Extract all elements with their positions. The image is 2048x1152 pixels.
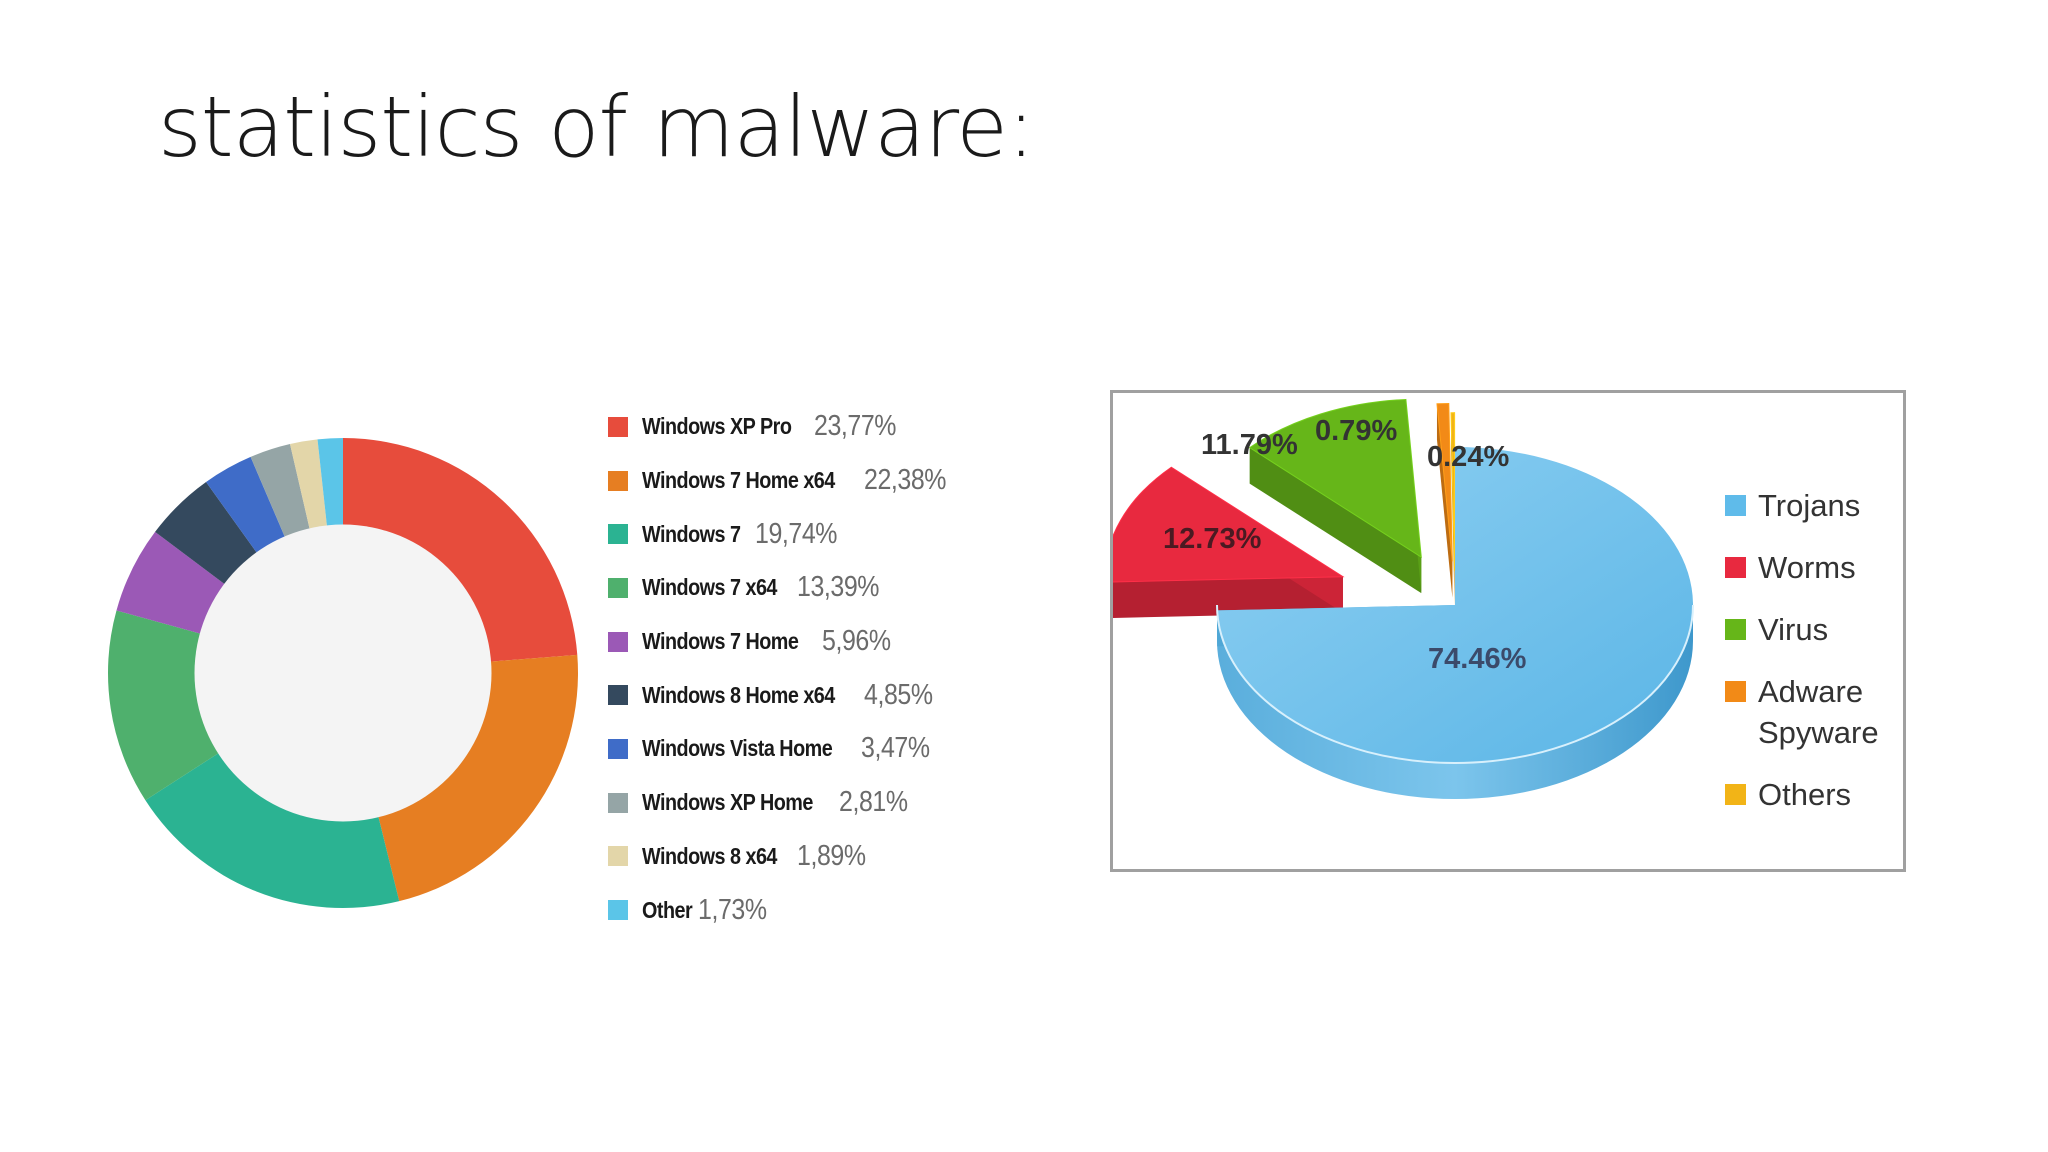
data-label-others: 0.24%	[1427, 441, 1510, 473]
legend-item: Windows 8 x64 1,89%	[608, 830, 960, 884]
donut-slice-windows-7	[145, 753, 400, 908]
legend-value: 19,74%	[754, 517, 837, 550]
legend-item: Windows XP Pro 23,77%	[608, 400, 960, 454]
legend-swatch	[1725, 619, 1746, 640]
legend-label: Other	[642, 896, 693, 923]
legend-label: Windows 7	[642, 520, 741, 547]
legend-item: Windows XP Home 2,81%	[608, 776, 960, 830]
legend-value: 23,77%	[813, 410, 896, 443]
donut-slice-windows-7-home-x64	[378, 654, 578, 902]
legend-swatch	[608, 900, 628, 921]
legend-label: Adware Spyware	[1758, 674, 1879, 750]
malware-legend: Trojans Worms Virus Adware Spyware Other…	[1725, 485, 1879, 836]
legend-swatch	[608, 792, 628, 813]
data-label-adware-spyware: 0.79%	[1315, 415, 1398, 447]
slide-title: statistics of malware:	[158, 78, 1035, 176]
donut-slice-windows-8-home-x64	[155, 482, 257, 585]
legend-label: Windows Vista Home	[642, 735, 833, 762]
legend-label: Windows 8 x64	[642, 842, 777, 869]
data-label-virus: 11.79%	[1201, 429, 1298, 461]
pie-slice-adware-spyware	[1436, 402, 1453, 598]
legend-swatch	[1725, 784, 1746, 805]
legend-label: Windows XP Home	[642, 789, 813, 816]
donut-slice-windows-7-home	[116, 531, 225, 634]
legend-value: 1,73%	[698, 893, 767, 926]
donut-slice-windows-8-x64	[290, 439, 327, 529]
legend-label: Trojans	[1758, 488, 1861, 523]
pie-slice-worms	[1113, 466, 1345, 618]
donut-hole	[194, 524, 492, 822]
legend-label: Windows 7 Home x64	[642, 467, 835, 494]
legend-swatch	[1725, 495, 1746, 516]
legend-item: Windows 8 Home x64 4,85%	[608, 668, 960, 722]
legend-value: 4,85%	[864, 678, 933, 711]
legend-item: Trojans	[1725, 485, 1879, 526]
pie-slice-others	[1450, 412, 1456, 607]
legend-label: Windows 7 Home	[642, 628, 799, 655]
legend-value: 5,96%	[821, 625, 891, 658]
legend-label: Virus	[1758, 612, 1829, 647]
data-label-worms: 12.73%	[1163, 523, 1262, 555]
legend-swatch	[608, 631, 628, 652]
legend-item: Windows 7 19,74%	[608, 507, 960, 561]
legend-swatch	[608, 738, 628, 759]
malware-type-pie-chart	[1113, 398, 1694, 799]
legend-swatch	[608, 846, 628, 867]
legend-swatch	[608, 470, 628, 491]
os-legend: Windows XP Pro 23,77% Windows 7 Home x64 2…	[608, 400, 960, 937]
legend-item: Worms	[1725, 547, 1879, 588]
legend-label: Windows 8 Home x64	[642, 681, 835, 708]
legend-item: Windows 7 Home 5,96%	[608, 615, 960, 669]
legend-value: 3,47%	[861, 732, 930, 765]
legend-item: Windows Vista Home 3,47%	[608, 722, 960, 776]
legend-label: Windows XP Pro	[642, 413, 792, 440]
legend-value: 22,38%	[864, 464, 947, 497]
legend-value: 2,81%	[838, 786, 908, 819]
legend-swatch	[608, 524, 628, 545]
donut-slice-windows-xp-home	[250, 444, 310, 537]
legend-swatch	[608, 685, 628, 706]
legend-swatch	[1725, 681, 1746, 702]
legend-value: 1,89%	[796, 839, 866, 872]
legend-label: Others	[1758, 777, 1852, 812]
legend-swatch	[608, 577, 628, 598]
legend-swatch	[1725, 557, 1746, 578]
donut-slice-windows-7-x64	[108, 610, 219, 801]
donut-slice-windows-vista-home	[206, 456, 285, 553]
malware-type-chart-frame: 74.46% 12.73% 11.79% 0.79% 0.24% Trojans…	[1110, 390, 1906, 872]
os-malware-donut-chart	[108, 438, 578, 908]
legend-swatch	[608, 416, 628, 437]
legend-label: Worms	[1758, 550, 1856, 585]
legend-label: Windows 7 x64	[642, 574, 777, 601]
pie-slice-trojans	[1216, 447, 1694, 799]
pie-slice-virus	[1248, 398, 1422, 594]
legend-item: Adware Spyware	[1725, 671, 1879, 753]
legend-item: Virus	[1725, 609, 1879, 650]
legend-item: Other 1,73%	[608, 883, 960, 937]
data-label-trojans: 74.46%	[1428, 643, 1527, 675]
legend-item: Others	[1725, 774, 1879, 815]
donut-slice-windows-xp-pro	[343, 438, 578, 662]
legend-value: 13,39%	[796, 571, 879, 604]
legend-item: Windows 7 x64 13,39%	[608, 561, 960, 615]
legend-item: Windows 7 Home x64 22,38%	[608, 454, 960, 508]
donut-slice-other	[317, 438, 343, 526]
